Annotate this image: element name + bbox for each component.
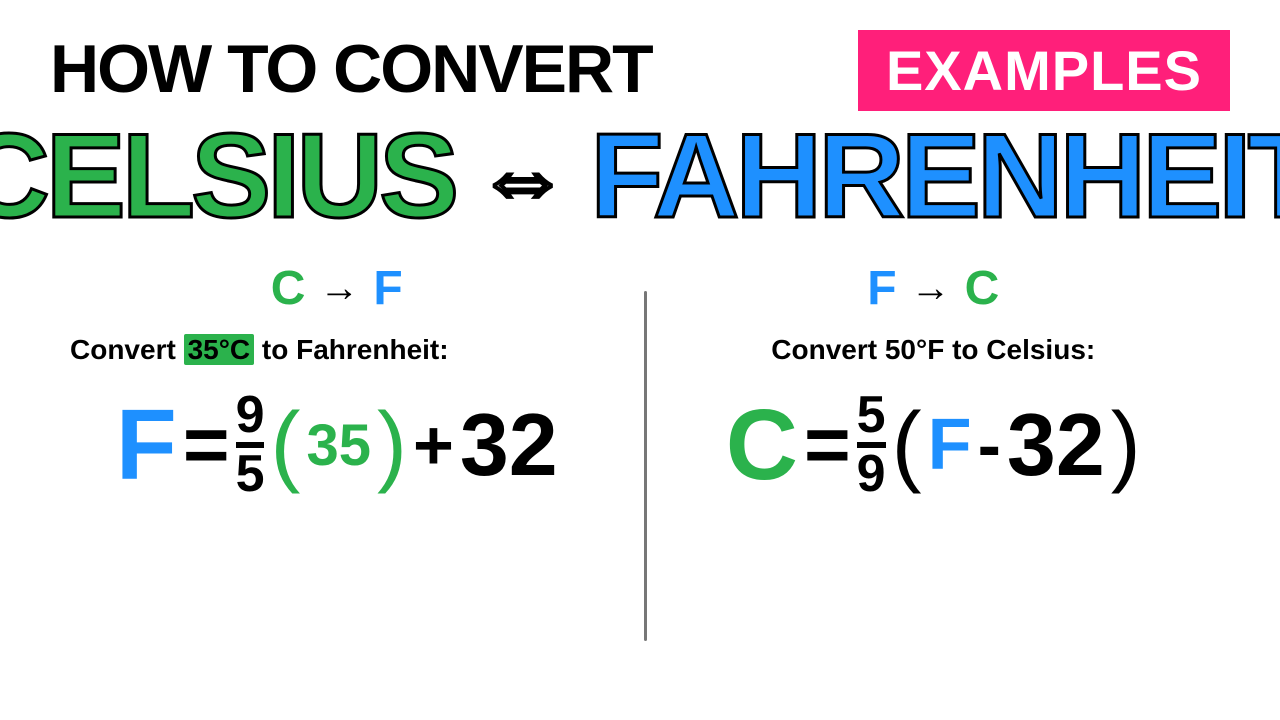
subheader-f-to-c: F → C — [867, 261, 999, 316]
inner-35: 35 — [306, 412, 371, 479]
denominator: 9 — [857, 450, 886, 499]
fraction-9-5: 9 5 — [236, 391, 265, 500]
col-c-to-f: C → F Convert 35°C to Fahrenheit: F = 9 … — [60, 261, 644, 661]
sub-f: F — [373, 261, 402, 316]
examples-badge: EXAMPLES — [858, 30, 1230, 111]
plus: + — [413, 405, 454, 485]
numerator: 9 — [236, 391, 265, 440]
prompt-post: to Fahrenheit: — [254, 334, 448, 365]
equals: = — [183, 399, 230, 491]
fraction-5-9: 5 9 — [857, 391, 886, 500]
inner-f: F — [928, 404, 972, 486]
var-c: C — [726, 395, 798, 495]
var-f: F — [116, 395, 177, 495]
formula-c-to-f: F = 9 5 ( 35 ) + 32 — [116, 391, 558, 500]
rparen: ) — [377, 400, 407, 490]
lparen: ( — [270, 400, 300, 490]
minus: - — [978, 405, 1001, 485]
sub-f: F — [867, 261, 896, 316]
title-fahrenheit: FAHRENHEIT — [590, 116, 1280, 236]
formula-f-to-c: C = 5 9 ( F - 32 ) — [726, 391, 1141, 500]
sub-c: C — [965, 261, 1000, 316]
header-row: HOW TO CONVERT EXAMPLES — [0, 0, 1280, 111]
columns: C → F Convert 35°C to Fahrenheit: F = 9 … — [0, 261, 1280, 661]
prompt-c-to-f: Convert 35°C to Fahrenheit: — [70, 334, 449, 366]
headline-howto: HOW TO CONVERT — [50, 30, 652, 108]
equals: = — [804, 399, 851, 491]
title-row: CELSIUS ⇔ FAHRENHEIT — [0, 116, 1280, 236]
subheader-c-to-f: C → F — [271, 261, 403, 316]
denominator: 5 — [236, 450, 265, 499]
title-celsius: CELSIUS — [0, 116, 455, 236]
prompt-highlight: 35°C — [184, 334, 255, 365]
prompt-f-to-c: Convert 50°F to Celsius: — [771, 334, 1095, 366]
sub-c: C — [271, 261, 306, 316]
lparen: ( — [892, 400, 922, 490]
bi-arrow-icon: ⇔ — [475, 129, 570, 224]
numerator: 5 — [857, 391, 886, 440]
arrow-icon: → — [911, 266, 951, 311]
const-32: 32 — [460, 394, 558, 496]
rparen: ) — [1111, 400, 1141, 490]
col-f-to-c: F → C Convert 50°F to Celsius: C = 5 9 (… — [647, 261, 1221, 661]
prompt-pre: Convert — [70, 334, 184, 365]
const-32: 32 — [1007, 394, 1105, 496]
arrow-icon: → — [319, 266, 359, 311]
